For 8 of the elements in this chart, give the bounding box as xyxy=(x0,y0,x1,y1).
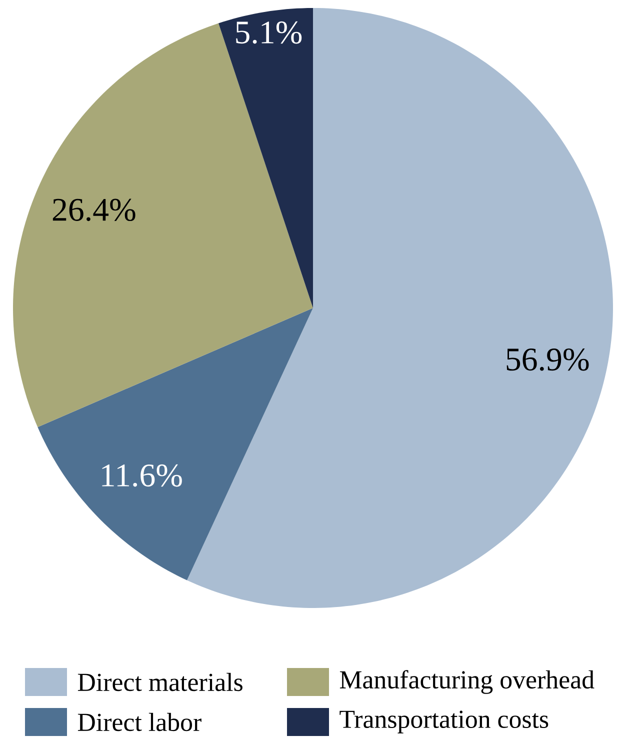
data-label: 56.9% xyxy=(506,348,589,371)
legend-label: Manufacturing overhead xyxy=(340,670,594,694)
legend-label: Transportation costs xyxy=(340,710,548,734)
data-label: 5.1% xyxy=(236,21,302,44)
legend-label: Direct labor xyxy=(78,712,202,732)
data-label: 26.4% xyxy=(52,198,136,222)
legend-label: Direct materials xyxy=(78,672,242,692)
data-label: 11.6% xyxy=(102,464,182,487)
